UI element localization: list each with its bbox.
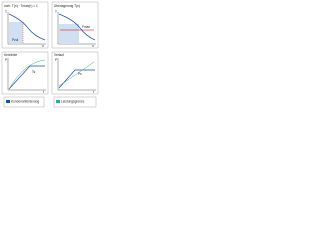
panel-title: Verlauf	[54, 53, 64, 57]
y-label: P	[5, 58, 7, 62]
panel-title: Kennlinie	[4, 53, 17, 57]
area	[9, 22, 23, 44]
legend-box	[53, 96, 97, 108]
legend-swatch	[6, 100, 10, 103]
x-label: t	[93, 90, 94, 94]
curve	[58, 69, 95, 89]
x-label: t	[43, 90, 44, 94]
note: Pzul	[12, 38, 18, 42]
panel-frame	[1, 51, 49, 95]
curve	[58, 13, 96, 41]
note: Fmax	[82, 25, 90, 29]
note: Ts	[32, 70, 36, 74]
y-label: P	[55, 58, 57, 62]
legend-box	[3, 96, 45, 108]
note: Ps	[78, 72, 82, 76]
curve	[58, 61, 95, 87]
diagram: vorh. T(n) · Tmax(n) = 1 n T Pzul Überla…	[1, 1, 99, 108]
axes	[57, 12, 96, 45]
area	[59, 24, 79, 44]
y-label: T	[5, 10, 7, 14]
y-label: T	[55, 10, 57, 14]
axes	[57, 58, 96, 91]
panel-title: Überlagerung T(n)	[54, 4, 80, 8]
curve	[8, 59, 46, 90]
legend-swatch	[56, 100, 60, 103]
curve	[8, 13, 46, 41]
x-label: n	[42, 44, 44, 48]
curve	[8, 65, 45, 90]
panel-title: vorh. T(n) · Tmax(n) = 1	[4, 4, 38, 8]
legend-label: Kundenanforderung	[11, 100, 39, 104]
axes	[7, 12, 46, 45]
axes	[7, 58, 46, 91]
legend-label: Leistungsgrenze	[61, 100, 85, 104]
x-label: n	[92, 44, 94, 48]
